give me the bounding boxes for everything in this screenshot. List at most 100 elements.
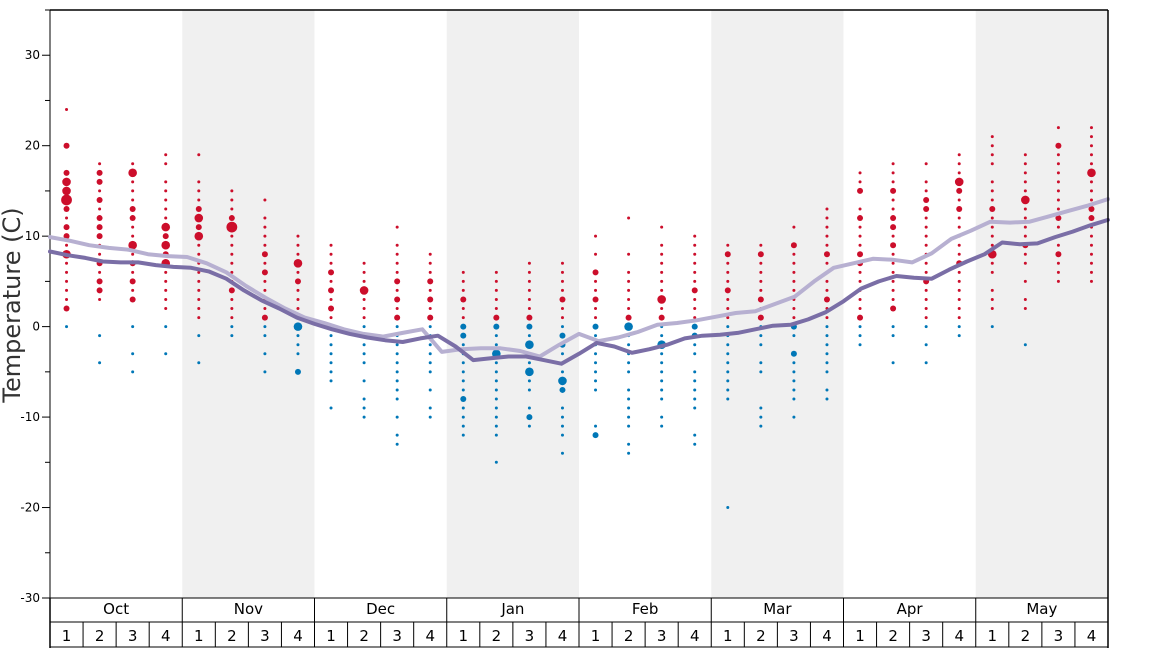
temperature-dot <box>559 296 566 303</box>
temperature-dot <box>990 297 994 301</box>
temperature-dot <box>990 307 994 311</box>
temperature-dot <box>594 307 598 311</box>
temperature-dot <box>560 415 564 419</box>
temperature-dot <box>627 388 631 392</box>
temperature-dot <box>627 279 631 283</box>
temperature-dot <box>627 270 631 274</box>
temperature-dot <box>98 207 102 211</box>
temperature-dot <box>858 279 862 283</box>
temperature-dot <box>792 279 796 283</box>
temperature-dot <box>296 334 300 338</box>
temperature-dot <box>726 279 730 283</box>
temperature-dot <box>63 224 70 231</box>
temperature-dot <box>395 252 399 256</box>
temperature-dot <box>98 270 102 274</box>
temperature-dot <box>825 361 829 365</box>
temperature-dot <box>96 178 103 185</box>
temperature-dot <box>194 231 204 241</box>
temperature-dot <box>560 288 564 292</box>
temperature-dot <box>693 261 697 265</box>
temperature-dot <box>261 314 268 321</box>
temperature-dot <box>759 415 763 419</box>
temperature-dot <box>1089 261 1093 265</box>
temperature-dot <box>230 252 234 256</box>
temperature-dots <box>61 108 1096 510</box>
temperature-dot <box>461 433 465 437</box>
temperature-dot <box>1088 215 1095 222</box>
temperature-dot <box>527 288 531 292</box>
temperature-dot <box>1056 279 1060 283</box>
temperature-dot <box>792 225 796 229</box>
temperature-dot <box>329 406 333 410</box>
temperature-dot <box>693 343 697 347</box>
temperature-dot <box>759 261 763 265</box>
temperature-dot <box>560 451 564 455</box>
temperature-dot <box>825 225 829 229</box>
temperature-dot <box>858 207 862 211</box>
temperature-dot <box>858 343 862 347</box>
temperature-dot <box>197 279 201 283</box>
temperature-dot <box>131 234 135 238</box>
temperature-dot <box>627 397 631 401</box>
temperature-dot <box>427 314 434 321</box>
temperature-dot <box>660 243 664 247</box>
temperature-dot <box>526 414 533 421</box>
week-label: 4 <box>161 627 171 645</box>
temperature-dot <box>693 406 697 410</box>
month-label-oct: Oct <box>103 600 129 618</box>
temperature-dot <box>63 305 70 312</box>
temperature-dot <box>858 307 862 311</box>
temperature-dot <box>362 325 366 329</box>
temperature-dot <box>594 370 598 374</box>
temperature-dot <box>296 288 300 292</box>
temperature-dot <box>627 406 631 410</box>
temperature-dot <box>825 243 829 247</box>
temperature-dot <box>792 388 796 392</box>
temperature-dot <box>990 180 994 184</box>
temperature-dot <box>693 352 697 356</box>
temperature-dot <box>858 225 862 229</box>
temperature-dot <box>195 206 202 213</box>
temperature-dot <box>362 307 366 311</box>
temperature-dot <box>527 424 531 428</box>
temperature-dot <box>428 352 432 356</box>
temperature-dot <box>693 442 697 446</box>
temperature-dot <box>693 243 697 247</box>
temperature-dot <box>660 288 664 292</box>
temperature-dot <box>128 168 137 178</box>
temperature-dot <box>494 379 498 383</box>
temperature-dot <box>263 225 267 229</box>
temperature-dot <box>891 198 895 202</box>
temperature-dot <box>164 297 168 301</box>
temperature-dot <box>693 433 697 437</box>
temperature-dot <box>891 279 895 283</box>
temperature-dot <box>63 142 70 149</box>
temperature-dot <box>1089 189 1093 193</box>
temperature-dot <box>594 234 598 238</box>
temperature-dot <box>990 225 994 229</box>
temperature-dot <box>891 288 895 292</box>
temperature-dot <box>924 180 928 184</box>
temperature-dot <box>527 297 531 301</box>
temperature-dot <box>890 187 897 194</box>
temperature-dot <box>560 352 564 356</box>
temperature-dot <box>527 361 531 365</box>
temperature-dot <box>957 243 961 247</box>
temperature-dot <box>660 307 664 311</box>
temperature-dot <box>1023 297 1027 301</box>
temperature-dot <box>594 316 598 320</box>
temperature-dot <box>131 370 135 374</box>
temperature-dot <box>461 370 465 374</box>
temperature-dot <box>362 361 366 365</box>
temperature-dot <box>891 297 895 301</box>
temperature-dot <box>395 442 399 446</box>
temperature-dot <box>1089 135 1093 139</box>
temperature-dot <box>329 334 333 338</box>
temperature-dot <box>957 334 961 338</box>
temperature-dot <box>1021 195 1030 205</box>
temperature-dot <box>98 162 102 166</box>
week-label: 1 <box>591 627 601 645</box>
temperature-dot <box>759 279 763 283</box>
temperature-dot <box>395 415 399 419</box>
temperature-dot <box>63 233 70 240</box>
